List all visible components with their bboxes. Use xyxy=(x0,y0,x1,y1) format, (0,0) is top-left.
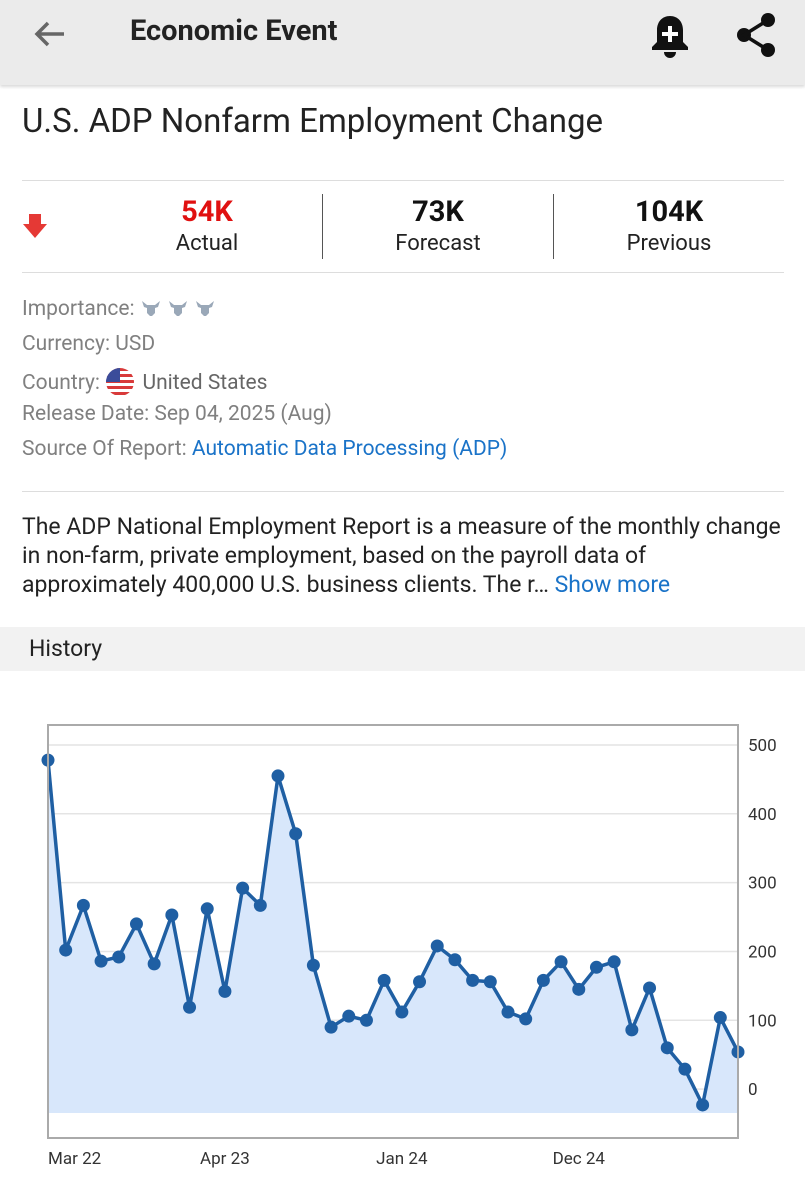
point xyxy=(589,960,603,974)
share-button[interactable] xyxy=(734,12,778,58)
point xyxy=(342,1009,356,1023)
stat-actual: 54K Actual xyxy=(92,195,322,256)
point xyxy=(112,950,126,964)
label: Source Of Report: xyxy=(22,437,187,461)
alert-button[interactable] xyxy=(648,12,692,60)
x-tick-label: Apr 23 xyxy=(200,1149,250,1169)
stat-forecast: 73K Forecast xyxy=(323,195,553,256)
point xyxy=(501,1005,515,1019)
back-button[interactable] xyxy=(30,18,70,50)
value: United States xyxy=(142,371,268,395)
label: Importance: xyxy=(22,297,135,321)
flag-icon xyxy=(106,368,135,396)
divider xyxy=(22,180,784,181)
point xyxy=(678,1062,692,1076)
point xyxy=(129,917,143,931)
point xyxy=(607,955,621,969)
x-tick-label: Jan 24 xyxy=(376,1149,428,1169)
header-title: Economic Event xyxy=(130,14,338,48)
point xyxy=(76,898,90,912)
label: Country: xyxy=(22,371,101,395)
point xyxy=(554,955,568,969)
point xyxy=(359,1013,373,1027)
point xyxy=(625,1023,639,1037)
divider xyxy=(22,272,784,273)
point xyxy=(448,953,462,967)
down-arrow xyxy=(23,214,47,238)
y-tick-label: 100 xyxy=(748,1011,777,1031)
point xyxy=(536,973,550,987)
point xyxy=(324,1020,338,1034)
currency: Currency: USD xyxy=(22,332,156,356)
bull-icons xyxy=(141,301,214,316)
x-tick-label: Mar 22 xyxy=(48,1149,101,1169)
stat-label: Actual xyxy=(175,231,239,256)
importance: Importance: xyxy=(22,297,220,321)
separator xyxy=(553,194,554,259)
stat-value: 54K xyxy=(181,195,233,229)
stat-label: Forecast xyxy=(395,231,481,256)
point xyxy=(200,902,214,916)
y-tick-label: 500 xyxy=(748,736,777,756)
history-header xyxy=(0,627,805,671)
y-tick-label: 300 xyxy=(748,874,777,894)
point xyxy=(430,939,444,953)
history-label: History xyxy=(29,635,103,662)
point xyxy=(395,1005,409,1019)
x-tick-label: Dec 24 xyxy=(553,1149,606,1169)
point xyxy=(218,984,232,998)
plot-border xyxy=(47,724,739,1139)
point xyxy=(289,827,303,841)
point xyxy=(519,1012,533,1026)
chart: 0 100 200 300 400 500 Mar 22 Apr 23 Jan 24 Dec 24 xyxy=(41,724,777,1169)
show-more[interactable]: Show more xyxy=(554,571,671,598)
point xyxy=(165,908,179,922)
country: Country: United States xyxy=(22,367,267,397)
y-tick-label: 200 xyxy=(748,942,777,962)
y-tick-label: 0 xyxy=(748,1080,758,1100)
point xyxy=(271,769,285,783)
description: The ADP National Employment Report is a … xyxy=(22,512,787,599)
point xyxy=(696,1098,710,1112)
point xyxy=(183,1000,197,1014)
description-text: The ADP National Employment Report is a … xyxy=(22,513,781,598)
stat-value: 73K xyxy=(412,195,464,229)
source: Source Of Report: Automatic Data Process… xyxy=(22,437,507,461)
release-date: Release Date: Sep 04, 2025 (Aug) xyxy=(22,402,332,426)
point xyxy=(643,981,657,995)
point xyxy=(147,957,161,971)
line xyxy=(46,759,740,1107)
stat-label: Previous xyxy=(626,231,712,256)
point xyxy=(377,973,391,987)
y-tick-label: 400 xyxy=(748,805,777,825)
area xyxy=(48,760,738,1113)
source-link[interactable]: Automatic Data Processing (ADP) xyxy=(191,437,508,461)
separator xyxy=(322,194,323,259)
point xyxy=(94,954,108,968)
point xyxy=(236,881,250,895)
point xyxy=(413,975,427,989)
stat-value: 104K xyxy=(634,195,704,229)
point xyxy=(572,982,586,996)
stat-previous: 104K Previous xyxy=(554,195,784,256)
point xyxy=(253,898,267,912)
point xyxy=(483,975,497,989)
point xyxy=(713,1011,727,1025)
divider xyxy=(22,491,784,492)
point xyxy=(466,973,480,987)
point xyxy=(660,1041,674,1055)
event-title: U.S. ADP Nonfarm Employment Change xyxy=(22,102,604,141)
point xyxy=(306,958,320,972)
point xyxy=(59,943,73,957)
